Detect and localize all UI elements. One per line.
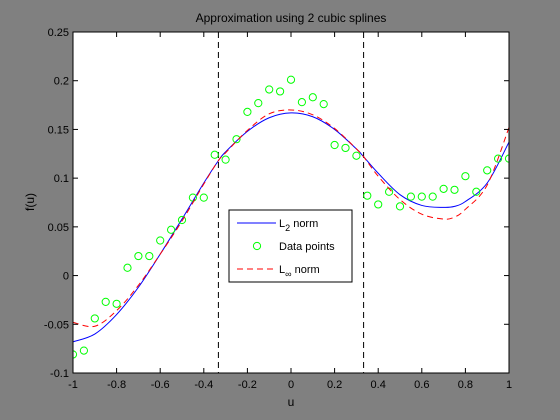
data-point-marker — [199, 193, 208, 202]
data-point-marker — [286, 75, 296, 84]
data-point-marker — [79, 346, 89, 355]
data-point-marker — [177, 215, 187, 225]
y-tick-label: -0.1 — [50, 368, 69, 380]
data-point-marker — [90, 314, 99, 323]
data-point-marker — [319, 99, 328, 109]
data-point-marker — [123, 263, 132, 272]
linf-norm-line — [73, 109, 509, 328]
data-point-marker — [417, 192, 426, 201]
y-tick-label: -0.05 — [44, 319, 69, 331]
data-point-marker — [243, 107, 252, 116]
legend-label: L2 norm — [279, 218, 318, 233]
y-tick-label: 0.15 — [48, 124, 69, 136]
y-tick-label: 0.2 — [54, 76, 69, 88]
data-point-marker — [308, 93, 317, 102]
data-point-marker — [134, 251, 143, 261]
chart-title: Approximation using 2 cubic splines — [196, 11, 387, 25]
y-tick-label: 0 — [63, 271, 69, 283]
data-point-marker — [101, 297, 110, 306]
data-point-marker — [167, 225, 176, 234]
data-point-marker — [450, 185, 459, 194]
legend-box — [228, 209, 353, 283]
data-point-marker — [395, 202, 405, 211]
legend-label: L∞ norm — [279, 264, 320, 279]
y-axis-label: f(u) — [23, 193, 37, 211]
data-point-marker — [210, 150, 219, 159]
data-point-marker — [439, 184, 448, 193]
y-tick-label: 0.1 — [54, 173, 69, 185]
data-point-marker — [461, 172, 470, 181]
l2-norm-line — [73, 112, 509, 343]
x-axis-label: u — [288, 395, 295, 409]
y-tick-label: 0.25 — [48, 27, 69, 39]
data-point-marker — [188, 193, 197, 202]
x-tick-label: -1 — [68, 379, 78, 391]
data-point-marker — [352, 151, 361, 160]
x-tick-label: 0.2 — [327, 379, 342, 391]
x-tick-label: -0.8 — [107, 379, 126, 391]
legend-label: Data points — [279, 241, 335, 253]
data-point-marker — [156, 236, 165, 245]
x-tick-label: 0 — [288, 379, 294, 391]
data-point-marker — [483, 166, 492, 175]
legend-marker-data-points — [252, 241, 262, 251]
x-tick-label: -0.4 — [194, 379, 213, 391]
data-point-marker — [112, 299, 121, 308]
x-tick-label: 0.8 — [458, 379, 473, 391]
data-point-marker — [145, 251, 154, 261]
x-tick-label: -0.2 — [238, 379, 257, 391]
data-point-marker — [472, 187, 481, 196]
legend: L2 norm Data points L∞ norm — [228, 209, 353, 283]
x-tick-label: 0.4 — [371, 379, 386, 391]
data-point-marker — [254, 99, 263, 108]
y-tick-label: 0.05 — [48, 222, 69, 234]
x-tick-label: 1 — [506, 379, 512, 391]
data-point-marker — [374, 200, 383, 209]
data-point-marker — [341, 143, 350, 153]
data-point-marker — [406, 192, 415, 201]
data-point-marker — [221, 155, 230, 164]
plot-area — [73, 32, 509, 373]
data-point-marker — [363, 191, 372, 200]
data-point-marker — [265, 85, 274, 94]
data-point-marker — [494, 154, 503, 163]
data-point-marker — [330, 140, 339, 150]
data-point-marker — [232, 135, 241, 144]
x-tick-label: 0.6 — [414, 379, 429, 391]
x-tick-label: -0.6 — [151, 379, 170, 391]
data-point-marker — [276, 87, 285, 96]
data-point-marker — [297, 98, 306, 107]
data-point-marker — [428, 192, 437, 201]
